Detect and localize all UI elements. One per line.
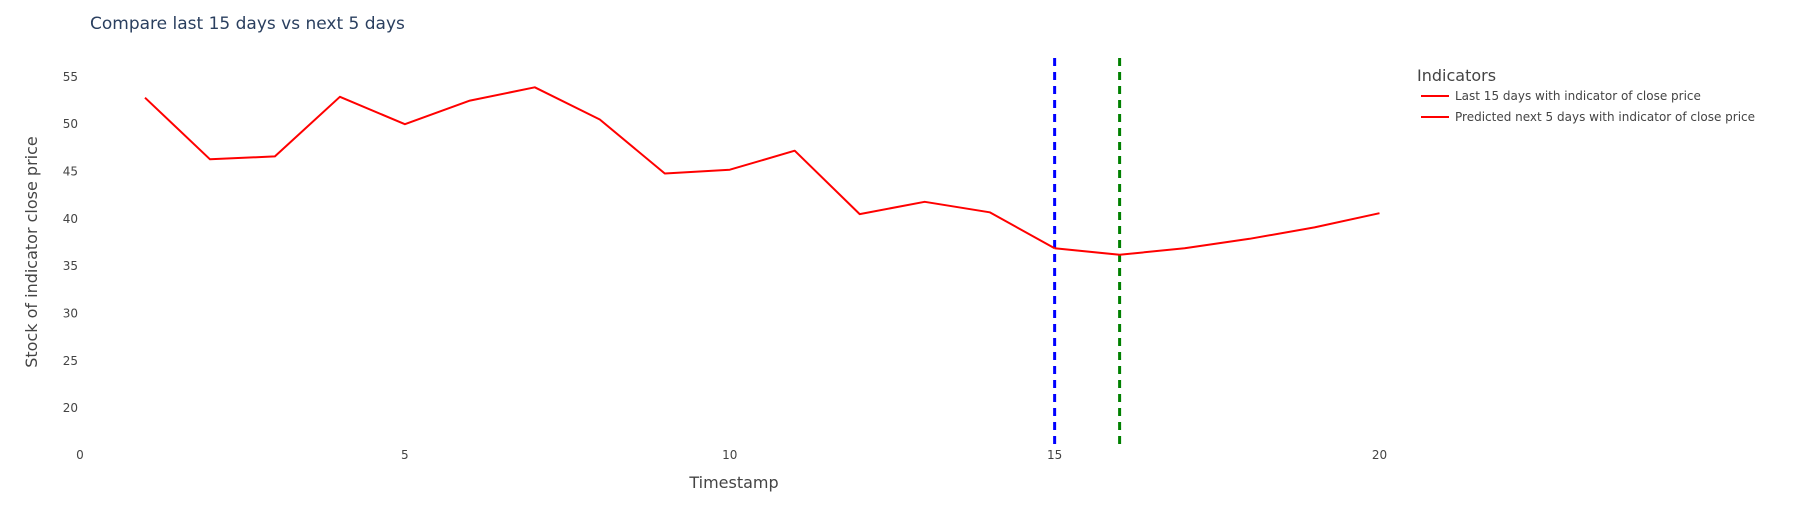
y-axis-title: Stock of indicator close price — [22, 136, 41, 368]
y-tick-label: 30 — [63, 307, 78, 321]
legend-title: Indicators — [1417, 66, 1496, 85]
y-tick-label: 25 — [63, 354, 78, 368]
legend-label-1: Last 15 days with indicator of close pri… — [1455, 89, 1701, 103]
legend-item-1[interactable]: Last 15 days with indicator of close pri… — [1421, 89, 1701, 103]
legend-label-2: Predicted next 5 days with indicator of … — [1455, 110, 1755, 124]
y-tick-label: 45 — [63, 165, 78, 179]
series-line-2 — [1054, 212, 1380, 256]
x-tick-label: 5 — [401, 448, 409, 462]
x-axis-ticks: 0 5 10 15 20 — [76, 448, 1387, 462]
legend-item-2[interactable]: Predicted next 5 days with indicator of … — [1421, 110, 1755, 124]
y-axis-ticks: 20 25 30 35 40 45 50 55 — [63, 70, 78, 415]
x-tick-label: 20 — [1372, 448, 1387, 462]
y-tick-label: 35 — [63, 259, 78, 273]
chart-title: Compare last 15 days vs next 5 days — [90, 14, 405, 34]
legend: Indicators Last 15 days with indicator o… — [1417, 66, 1755, 124]
plot-area — [144, 58, 1380, 446]
series-line-1 — [144, 86, 1056, 250]
x-tick-label: 10 — [722, 448, 737, 462]
x-tick-label: 15 — [1047, 448, 1062, 462]
y-tick-label: 20 — [63, 401, 78, 415]
x-tick-label: 0 — [76, 448, 84, 462]
y-tick-label: 40 — [63, 212, 78, 226]
y-tick-label: 55 — [63, 70, 78, 84]
x-axis-title: Timestamp — [688, 473, 778, 492]
y-tick-label: 50 — [63, 117, 78, 131]
